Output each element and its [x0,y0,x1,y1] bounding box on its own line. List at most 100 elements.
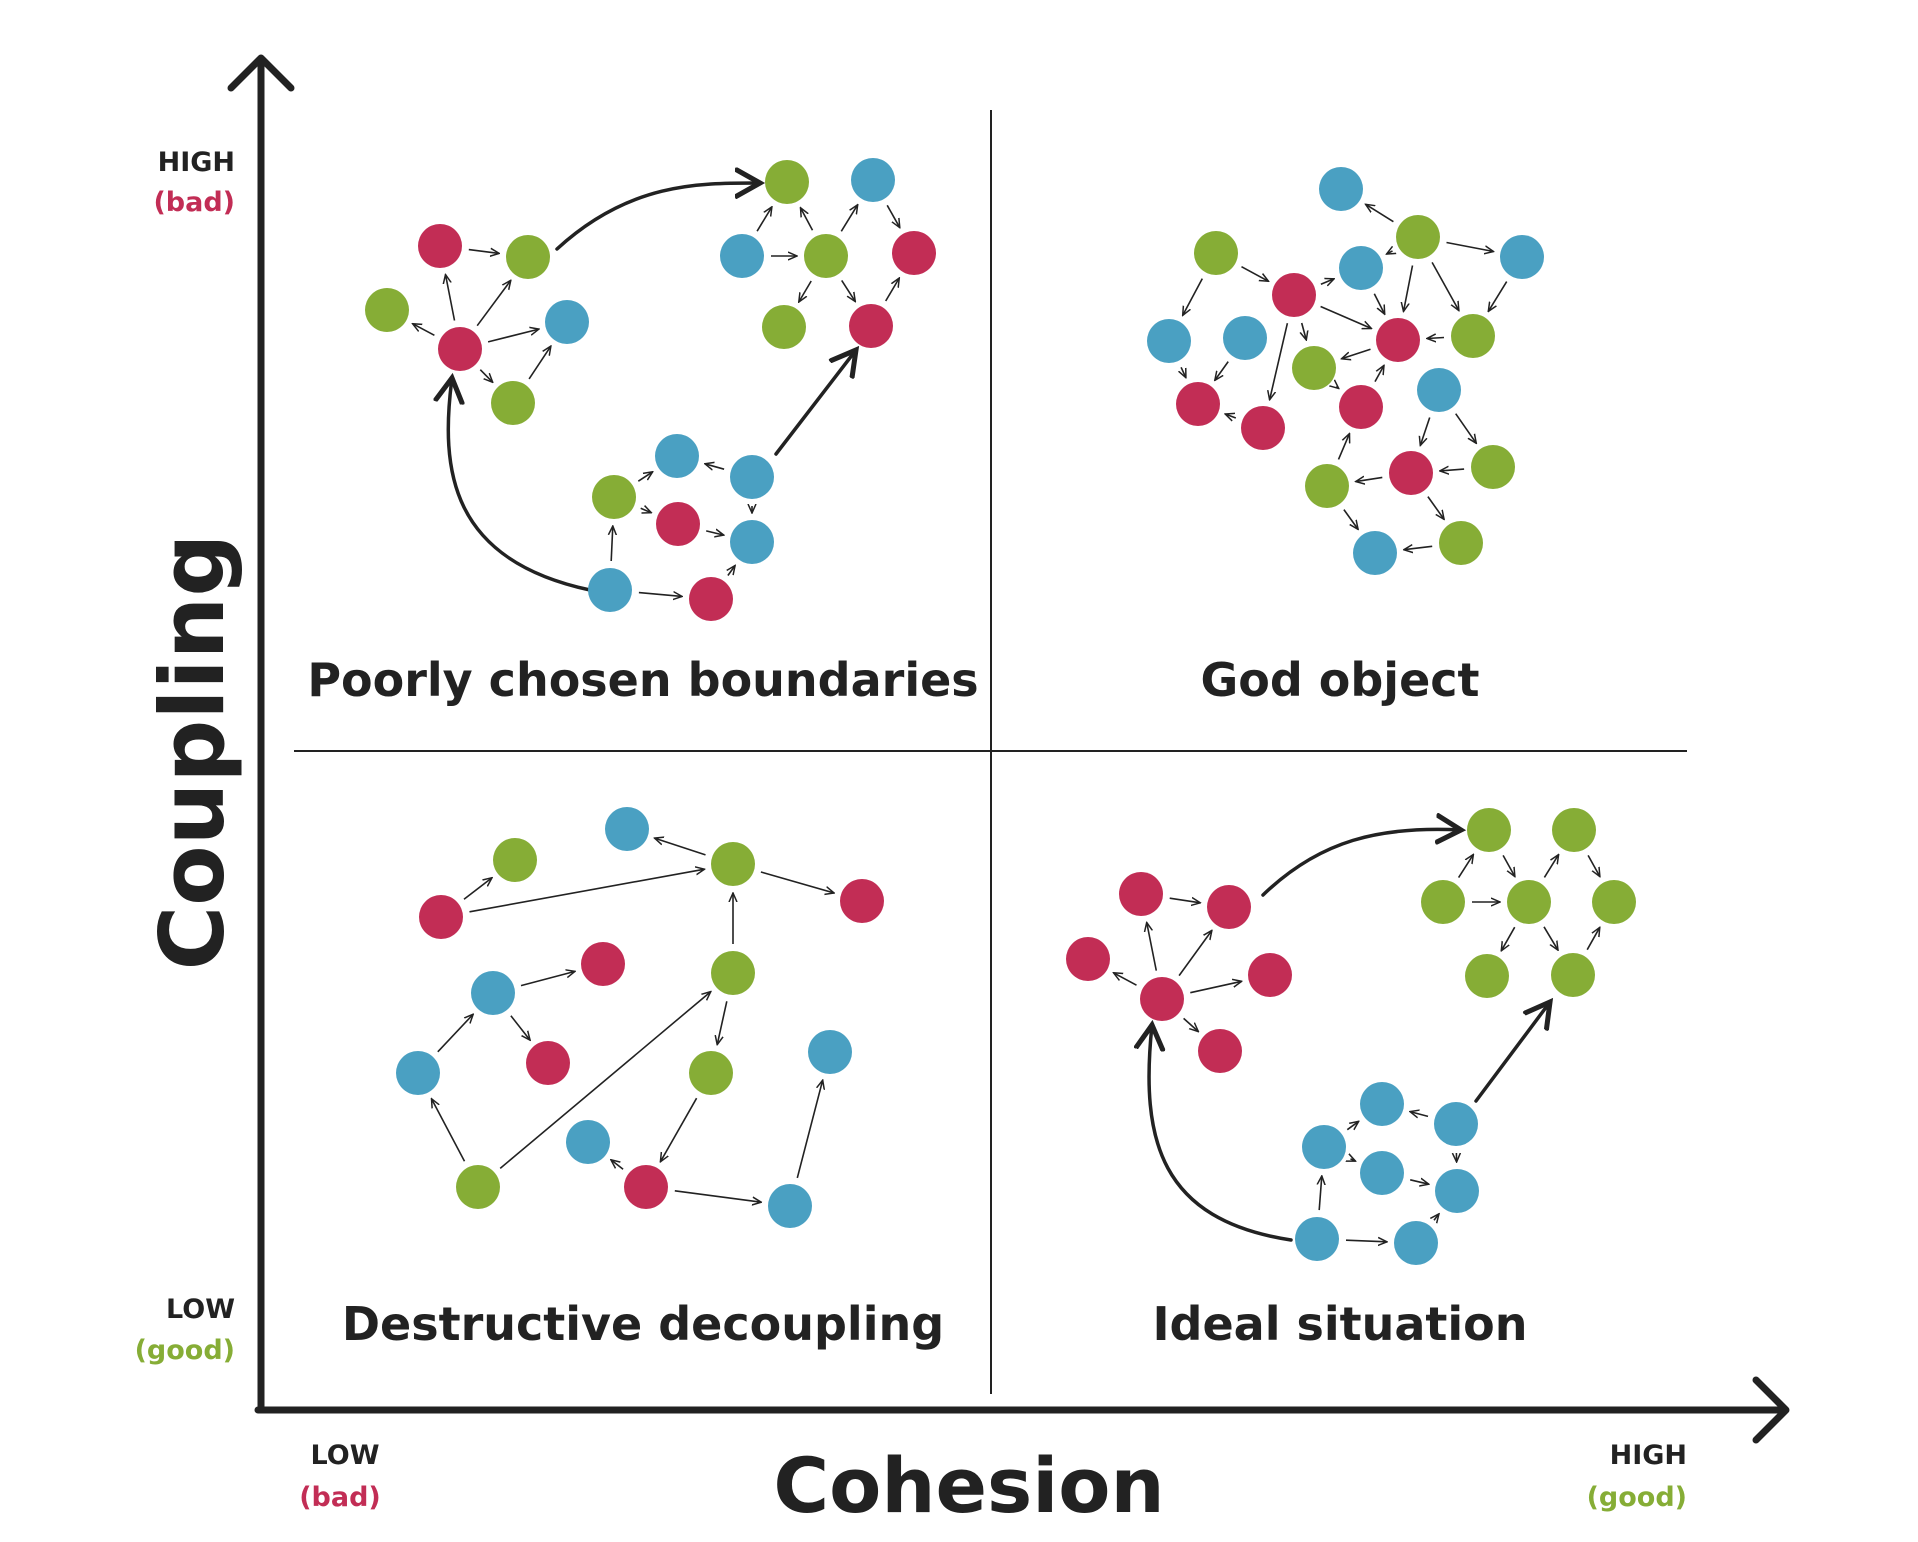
dependency-arrow [1346,1121,1358,1131]
blue-node [1339,246,1383,290]
dependency-arrow [1337,434,1350,460]
dependency-arrow [1373,293,1384,314]
green-node [1592,880,1636,924]
dependency-arrow [1501,926,1516,951]
green-node [456,1165,500,1209]
dependency-arrow [469,869,705,913]
y-axis-title: Coupling [141,534,244,971]
green-node [493,838,537,882]
blue-node [566,1120,610,1164]
x-low-note: (bad) [299,1482,381,1513]
dependency-arrow [638,593,682,597]
dependency-arrow [1225,414,1237,418]
dependency-arrow [1420,417,1431,446]
red-node [892,231,936,275]
dependency-arrow [476,280,511,327]
dependency-arrow [611,1160,624,1170]
dependency-arrow [1351,1159,1356,1161]
module-connection-arrow [774,350,856,456]
blue-node [808,1030,852,1074]
dependency-arrow [1181,366,1186,377]
blue-node [605,807,649,851]
blue-node [1500,235,1544,279]
x-high-note: (good) [1587,1482,1687,1513]
dependency-arrow [637,472,652,482]
green-node [1421,880,1465,924]
red-node [1140,977,1184,1021]
dependency-arrow [1343,509,1358,530]
dependency-arrow [674,1190,761,1202]
blue-node [1394,1221,1438,1265]
dependency-arrow [1241,265,1269,282]
blue-node [1147,319,1191,363]
dependency-arrow [705,464,725,469]
dependency-arrow [1183,278,1204,316]
quadrant-title-bottom-left: Destructive decoupling [342,1297,944,1351]
blue-node [1223,316,1267,360]
dependency-arrow [1431,262,1459,310]
dependency-arrow [1345,1240,1387,1242]
blue-node [1319,167,1363,211]
red-node [689,577,733,621]
blue-node [1417,368,1461,412]
dependency-arrow [1446,241,1494,252]
green-node [689,1051,733,1095]
green-node [711,951,755,995]
dependency-arrow [1114,973,1137,986]
red-node [849,304,893,348]
dependency-arrow [1320,279,1334,284]
dependency-arrow [499,992,711,1170]
dependency-arrow [479,369,492,383]
y-high-note: (bad) [153,187,235,218]
dependency-arrow [1366,204,1394,223]
dependency-arrow [487,329,539,343]
quadrant-title-bottom-right: Ideal situation [1152,1297,1527,1351]
green-node [1194,231,1238,275]
green-node [1465,954,1509,998]
dependency-arrow [1374,365,1384,382]
red-node [1339,385,1383,429]
dependency-arrow [1342,348,1371,359]
red-node [419,895,463,939]
red-node [1207,885,1251,929]
dependency-arrow [1387,251,1393,254]
blue-node [545,300,589,344]
green-node [1467,808,1511,852]
green-node [491,381,535,425]
dependency-arrow [799,280,812,302]
dependency-arrow [1319,1176,1322,1211]
y-axis-arrowhead [227,54,295,92]
blue-node [730,455,774,499]
red-node [526,1041,570,1085]
dependency-arrow [717,1001,728,1044]
blue-node [768,1184,812,1228]
axes [227,54,1790,1444]
green-node [765,160,809,204]
dependency-arrow [885,278,900,302]
green-node [762,305,806,349]
dependency-arrow [1169,898,1201,903]
module-connections [448,183,1550,1242]
dependency-arrow [706,531,724,535]
dependency-arrow [1543,855,1558,878]
green-node [506,235,550,279]
blue-node [1360,1082,1404,1126]
dependency-arrow [1410,1180,1429,1184]
blue-node [1360,1151,1404,1195]
green-node [1471,445,1515,489]
red-node [624,1165,668,1209]
green-node [1396,215,1440,259]
green-node [1552,808,1596,852]
red-node [1198,1029,1242,1073]
blue-node [720,234,764,278]
red-node [1119,872,1163,916]
red-node [840,879,884,923]
dependency-arrow [728,566,735,576]
red-node [438,327,482,371]
blue-node [1434,1102,1478,1146]
green-node [365,288,409,332]
dependency-arrow [655,838,706,856]
green-node [1451,314,1495,358]
green-node [592,475,636,519]
dependency-arrow [1356,477,1383,481]
